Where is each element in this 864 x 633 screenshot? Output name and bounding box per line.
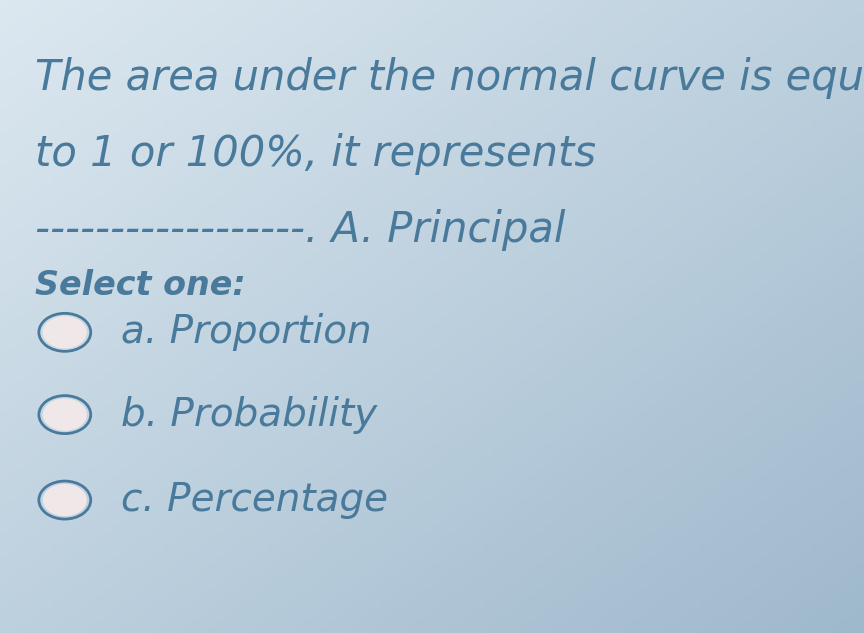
Text: a. Proportion: a. Proportion [121, 313, 372, 351]
Circle shape [42, 316, 86, 348]
Circle shape [42, 399, 86, 431]
Circle shape [42, 484, 86, 517]
Text: c. Percentage: c. Percentage [121, 481, 388, 519]
Text: Select one:: Select one: [35, 269, 245, 302]
Text: b. Probability: b. Probability [121, 396, 378, 434]
Text: ------------------. A. Principal: ------------------. A. Principal [35, 209, 565, 251]
Text: The area under the normal curve is equal: The area under the normal curve is equal [35, 57, 864, 99]
Text: to 1 or 100%, it represents: to 1 or 100%, it represents [35, 133, 595, 175]
